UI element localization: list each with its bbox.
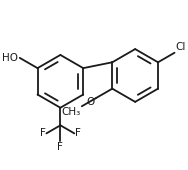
Text: O: O — [87, 97, 95, 107]
Text: F: F — [40, 128, 46, 138]
Text: HO: HO — [2, 53, 18, 63]
Text: CH₃: CH₃ — [62, 107, 81, 117]
Text: Cl: Cl — [175, 42, 186, 52]
Text: F: F — [75, 128, 81, 138]
Text: F: F — [58, 142, 63, 152]
